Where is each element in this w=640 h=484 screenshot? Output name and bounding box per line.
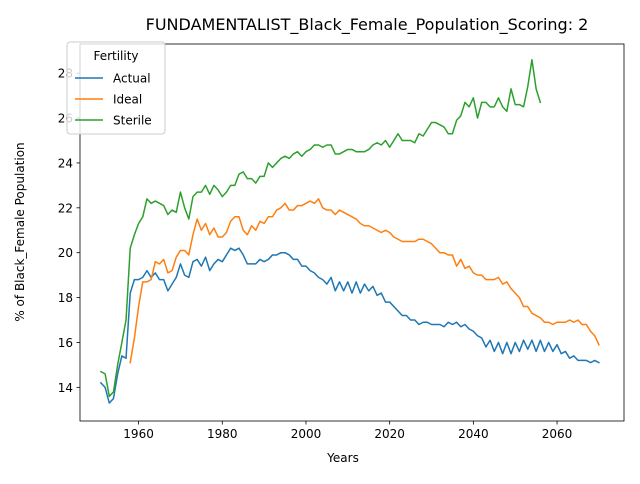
y-axis-label: % of Black_Female Population	[13, 142, 27, 321]
y-tick-label: 16	[58, 336, 73, 350]
y-tick-label: 20	[58, 246, 73, 260]
x-tick-label: 2000	[291, 427, 322, 441]
plot-frame	[79, 43, 625, 422]
y-tick-label: 22	[58, 201, 73, 215]
legend-label-actual: Actual	[113, 72, 151, 86]
y-tick-label: 24	[58, 156, 73, 170]
x-tick-label: 1960	[123, 427, 154, 441]
legend-label-sterile: Sterile	[113, 114, 152, 128]
series-line-ideal	[129, 198, 600, 364]
chart-title: FUNDAMENTALIST_Black_Female_Population_S…	[146, 15, 589, 35]
legend: Fertility Actual Ideal Sterile	[66, 41, 166, 135]
x-tick-label: 2020	[374, 427, 405, 441]
y-tick-label: 18	[58, 291, 73, 305]
legend-box	[66, 41, 166, 135]
series-line-actual	[99, 247, 600, 404]
series-line-sterile	[99, 58, 542, 398]
x-tick-label: 2040	[458, 427, 489, 441]
y-tick-label: 14	[58, 381, 73, 395]
legend-label-ideal: Ideal	[113, 93, 142, 107]
legend-title: Fertility	[93, 49, 138, 63]
x-axis-label: Years	[326, 451, 359, 465]
x-tick-label: 2060	[542, 427, 573, 441]
x-tick-label: 1980	[207, 427, 238, 441]
